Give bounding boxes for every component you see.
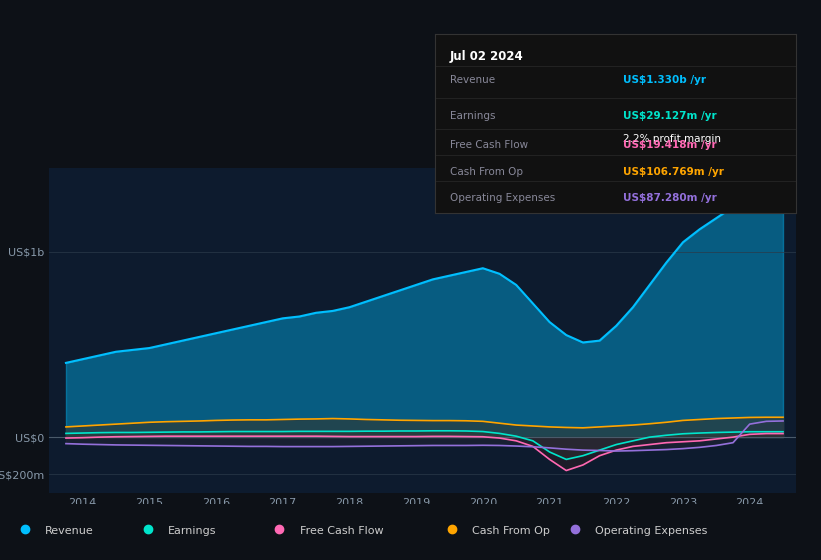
Text: Cash From Op: Cash From Op <box>450 166 523 176</box>
Text: US$87.280m /yr: US$87.280m /yr <box>623 193 717 203</box>
Text: Earnings: Earnings <box>168 526 217 536</box>
Text: US$29.127m /yr: US$29.127m /yr <box>623 111 717 121</box>
Text: US$1.330b /yr: US$1.330b /yr <box>623 75 706 85</box>
Text: Revenue: Revenue <box>450 75 495 85</box>
Text: Free Cash Flow: Free Cash Flow <box>450 139 528 150</box>
Text: Operating Expenses: Operating Expenses <box>595 526 708 536</box>
Text: 2.2% profit margin: 2.2% profit margin <box>623 134 721 144</box>
Text: Operating Expenses: Operating Expenses <box>450 193 555 203</box>
Text: Revenue: Revenue <box>45 526 94 536</box>
Text: US$19.418m /yr: US$19.418m /yr <box>623 139 717 150</box>
Text: Cash From Op: Cash From Op <box>472 526 550 536</box>
Text: Jul 02 2024: Jul 02 2024 <box>450 50 523 63</box>
Text: Free Cash Flow: Free Cash Flow <box>300 526 383 536</box>
Text: US$106.769m /yr: US$106.769m /yr <box>623 166 724 176</box>
Text: Earnings: Earnings <box>450 111 495 121</box>
